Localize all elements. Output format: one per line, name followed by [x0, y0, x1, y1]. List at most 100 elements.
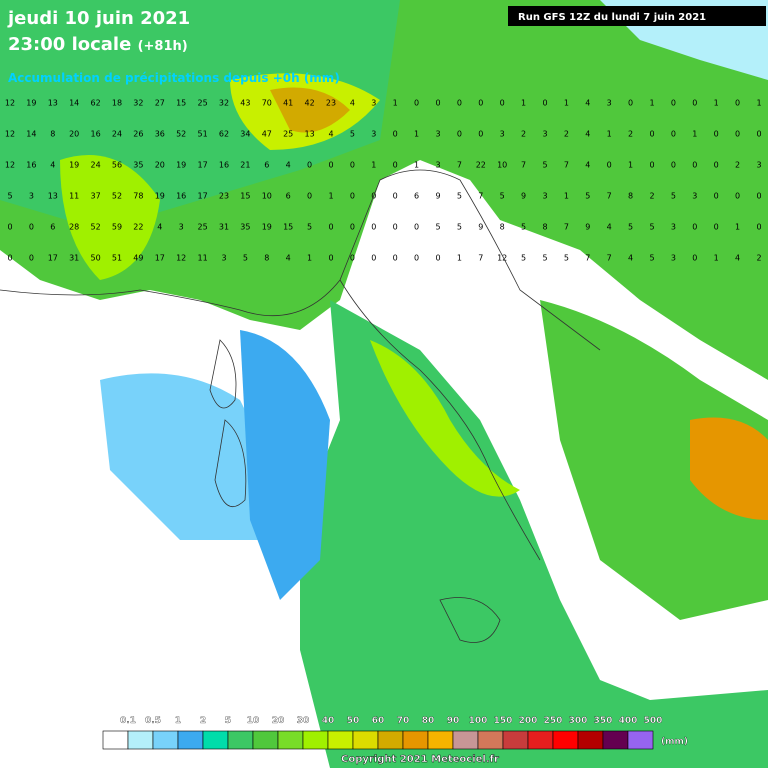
grid-value: 0 [756, 130, 761, 139]
legend-swatch [352, 730, 379, 750]
grid-value: 0 [435, 254, 440, 263]
grid-value: 2 [735, 161, 740, 170]
legend-level: 10 [247, 716, 260, 726]
grid-value: 0 [393, 223, 398, 232]
grid-value: 0 [328, 254, 333, 263]
grid-value: 5 [649, 254, 654, 263]
grid-value: 5 [500, 192, 505, 201]
grid-value: 3 [221, 254, 226, 263]
grid-value: 0 [350, 223, 355, 232]
grid-value: 19 [155, 192, 165, 201]
grid-value: 5 [243, 254, 248, 263]
grid-value: 0 [692, 161, 697, 170]
grid-value: 0 [328, 223, 333, 232]
grid-value: 0 [414, 223, 419, 232]
grid-value: 17 [155, 254, 165, 263]
legend-swatch [102, 730, 129, 750]
legend-swatch [577, 730, 604, 750]
legend-level: 2 [200, 716, 206, 726]
grid-value: 0 [735, 130, 740, 139]
legend-level: 70 [397, 716, 410, 726]
grid-value: 5 [457, 223, 462, 232]
grid-value: 15 [240, 192, 250, 201]
grid-value: 0 [307, 192, 312, 201]
grid-value: 7 [564, 223, 569, 232]
grid-value: 0 [671, 130, 676, 139]
legend-level: 5 [225, 716, 231, 726]
grid-value: 25 [283, 130, 293, 139]
grid-value: 23 [219, 192, 229, 201]
grid-value: 12 [5, 99, 15, 108]
grid-value: 1 [371, 161, 376, 170]
legend-swatch [602, 730, 629, 750]
grid-value: 0 [29, 223, 34, 232]
value-grid: 12 19 13 14 62 18 32 27 15 25 32 43 70 41 42 23 4 3 1 0 0 0 0 0… [5, 99, 762, 263]
legend-level: 200 [519, 716, 538, 726]
legend-swatch [452, 730, 479, 750]
grid-value: 32 [219, 99, 229, 108]
grid-value: 20 [155, 161, 165, 170]
grid-value: 52 [91, 223, 101, 232]
grid-value: 0 [393, 192, 398, 201]
grid-value: 0 [692, 223, 697, 232]
legend-swatch [377, 730, 404, 750]
grid-value: 21 [240, 161, 250, 170]
grid-value: 0 [671, 99, 676, 108]
grid-value: 7 [478, 192, 483, 201]
grid-value: 6 [414, 192, 419, 201]
grid-value: 15 [176, 99, 186, 108]
legend-swatch [327, 730, 354, 750]
grid-value: 22 [476, 161, 486, 170]
grid-value: 2 [756, 254, 761, 263]
grid-value: 51 [112, 254, 122, 263]
grid-value: 0 [542, 99, 547, 108]
legend-level: 1 [175, 716, 181, 726]
grid-value: 31 [219, 223, 229, 232]
grid-value: 0 [393, 254, 398, 263]
grid-value: 0 [478, 130, 483, 139]
grid-value: 8 [542, 223, 547, 232]
run-box [508, 6, 766, 26]
grid-value: 12 [497, 254, 507, 263]
grid-value: 59 [112, 223, 122, 232]
grid-value: 1 [393, 99, 398, 108]
grid-value: 1 [735, 223, 740, 232]
grid-value: 14 [69, 99, 79, 108]
grid-value: 0 [307, 161, 312, 170]
grid-value: 18 [112, 99, 122, 108]
legend-swatch [227, 730, 254, 750]
grid-value: 1 [649, 99, 654, 108]
grid-value: 0 [607, 161, 612, 170]
grid-value: 1 [414, 161, 419, 170]
grid-value: 2 [521, 130, 526, 139]
grid-value: 35 [240, 223, 250, 232]
grid-value: 4 [350, 99, 355, 108]
grid-value: 5 [628, 223, 633, 232]
grid-value: 25 [198, 223, 208, 232]
grid-value: 0 [735, 99, 740, 108]
grid-value: 0 [29, 254, 34, 263]
legend-swatch [427, 730, 454, 750]
grid-value: 3 [435, 130, 440, 139]
grid-value: 0 [714, 192, 719, 201]
grid-value: 7 [585, 254, 590, 263]
grid-value: 19 [69, 161, 79, 170]
grid-value: 0 [756, 192, 761, 201]
grid-value: 13 [305, 130, 315, 139]
grid-value: 0 [500, 99, 505, 108]
legend-level: 100 [469, 716, 488, 726]
legend-level: 350 [594, 716, 613, 726]
title-time-text: 23:00 locale [8, 34, 131, 55]
grid-value: 3 [179, 223, 184, 232]
grid-value: 0 [692, 254, 697, 263]
grid-value: 1 [521, 99, 526, 108]
grid-value: 8 [500, 223, 505, 232]
grid-value: 31 [69, 254, 79, 263]
grid-value: 19 [176, 161, 186, 170]
grid-value: 47 [262, 130, 272, 139]
grid-value: 0 [457, 99, 462, 108]
grid-value: 5 [671, 192, 676, 201]
copyright: Copyright 2021 Meteociel.fr [341, 754, 499, 765]
